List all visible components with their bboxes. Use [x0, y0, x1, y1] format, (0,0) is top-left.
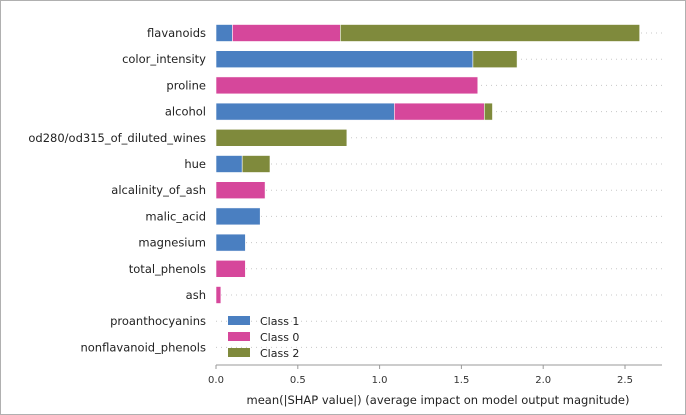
y-tick-label: alcalinity_of_ash — [111, 183, 206, 197]
x-tick-label: 1.0 — [372, 375, 388, 386]
y-tick-label: total_phenols — [129, 262, 206, 276]
legend-label: Class 2 — [260, 347, 299, 360]
x-tick-label: 0.0 — [208, 375, 224, 386]
bar-class-2 — [339, 24, 640, 42]
y-tick-label: color_intensity — [122, 52, 206, 66]
bar-class-1 — [215, 207, 261, 226]
bar-class-1 — [215, 24, 233, 42]
x-tick-label: 2.5 — [617, 375, 633, 386]
y-tick-label: malic_acid — [145, 209, 206, 223]
bar-class-2 — [483, 102, 493, 121]
legend-swatch — [228, 332, 250, 341]
bar-class-1 — [215, 233, 246, 252]
bar-class-0 — [215, 286, 222, 304]
x-axis: 0.0 0.5 1.0 1.5 2.0 2.5 — [208, 364, 662, 386]
y-tick-label: proline — [166, 78, 206, 92]
bar-class-0 — [215, 181, 266, 199]
bar-class-1 — [215, 155, 243, 173]
y-tick-label: alcohol — [165, 105, 206, 119]
bar-class-0 — [232, 24, 341, 42]
bars — [215, 24, 640, 304]
x-tick-label: 1.5 — [453, 375, 469, 386]
y-tick-label: nonflavanoid_phenols — [80, 340, 206, 354]
bar-class-2 — [472, 50, 518, 69]
y-tick-label: proanthocyanins — [110, 314, 206, 328]
bar-class-2 — [241, 155, 271, 173]
bar-class-0 — [215, 259, 246, 278]
bar-class-0 — [215, 76, 479, 95]
y-tick-label: hue — [184, 157, 206, 171]
legend-label: Class 1 — [260, 315, 299, 328]
legend: Class 1 Class 0 Class 2 — [228, 315, 299, 360]
bar-class-2 — [215, 129, 348, 147]
x-axis-title: mean(|SHAP value|) (average impact on mo… — [247, 393, 630, 407]
bar-class-1 — [215, 102, 395, 121]
y-tick-label: ash — [186, 288, 206, 302]
y-tick-label: magnesium — [138, 236, 206, 250]
y-tick-label: od280/od315_of_diluted_wines — [28, 131, 206, 145]
y-tick-label: flavanoids — [147, 26, 206, 40]
x-tick-label: 2.0 — [535, 375, 551, 386]
bar-class-1 — [215, 50, 474, 69]
legend-label: Class 0 — [260, 331, 299, 344]
legend-swatch — [228, 316, 250, 325]
x-tick-label: 0.5 — [290, 375, 306, 386]
bar-class-0 — [393, 102, 485, 121]
legend-swatch — [228, 348, 250, 357]
